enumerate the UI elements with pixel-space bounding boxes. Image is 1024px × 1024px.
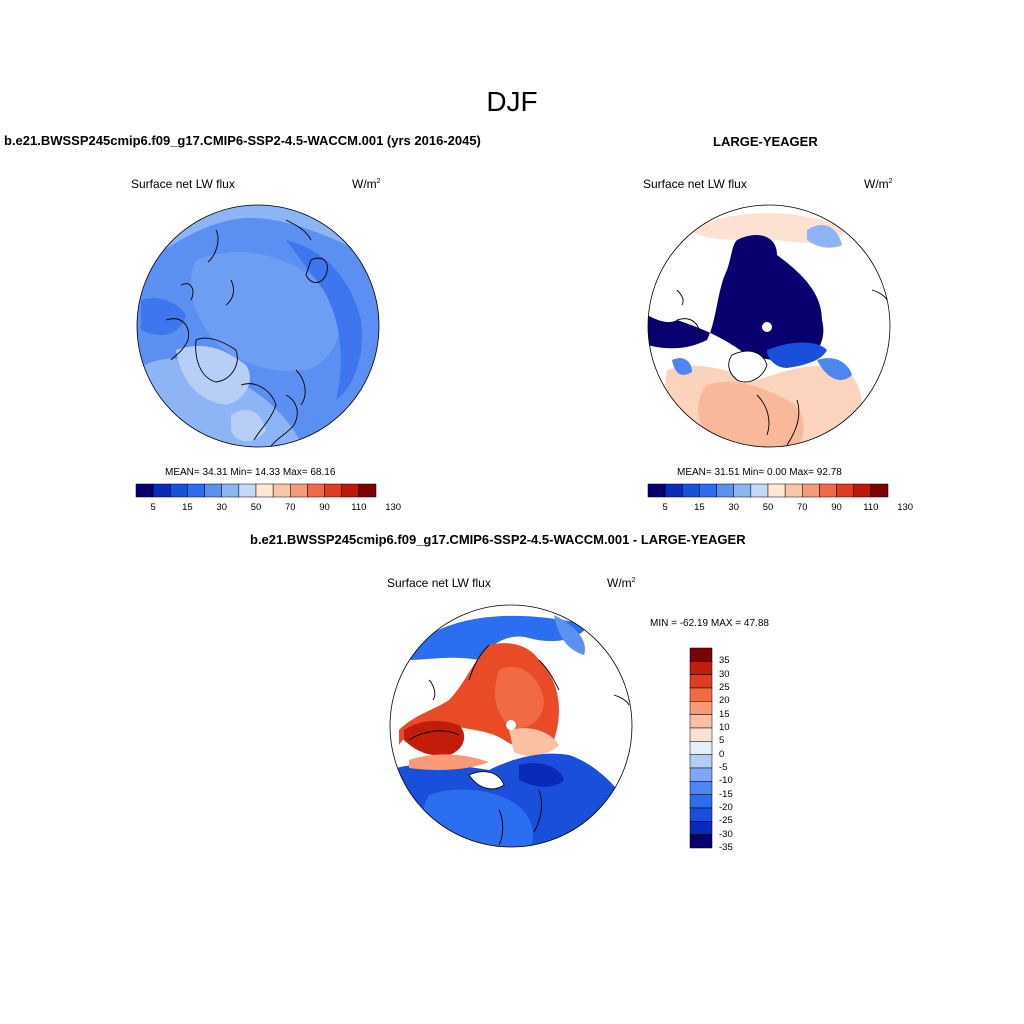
colorbar-swatch xyxy=(664,483,683,498)
colorbar-tick-label: 90 xyxy=(831,502,842,513)
colorbar-swatch xyxy=(689,834,713,849)
colorbar-tick-label: 5 xyxy=(662,502,668,513)
colorbar-swatch xyxy=(689,714,713,729)
colorbar-swatch xyxy=(255,483,274,498)
colorbar-tick-label: 35 xyxy=(719,655,730,667)
panel3-units: W/m2 xyxy=(607,576,636,590)
panel3-colorbar xyxy=(689,647,713,849)
colorbar-swatch xyxy=(689,767,713,782)
colorbar-swatch xyxy=(358,483,377,498)
colorbar-tick-label: 0 xyxy=(719,748,725,760)
colorbar-swatch xyxy=(853,483,872,498)
panel1-polar-map xyxy=(136,204,380,448)
panel2-units: W/m2 xyxy=(864,177,893,191)
colorbar-tick-label: 30 xyxy=(216,502,227,513)
colorbar-swatch xyxy=(819,483,837,498)
colorbar-swatch xyxy=(221,483,240,498)
season-title: DJF xyxy=(486,86,538,117)
colorbar-tick-label: -30 xyxy=(719,828,733,840)
colorbar-swatch xyxy=(152,483,171,498)
colorbar-tick-label: 5 xyxy=(719,735,725,747)
colorbar-swatch xyxy=(767,483,786,498)
colorbar-tick-label: 30 xyxy=(728,502,739,513)
panel2-colorbar-ticks: 5 15 30 50 70 90 110 130 xyxy=(648,501,913,515)
panel1-colorbar xyxy=(135,483,377,498)
colorbar-tick-label: 90 xyxy=(319,502,330,513)
colorbar-swatch xyxy=(324,483,342,498)
colorbar-swatch xyxy=(784,483,803,498)
colorbar-swatch xyxy=(682,483,700,498)
colorbar-swatch xyxy=(204,483,222,498)
colorbar-tick-label: 30 xyxy=(719,668,730,680)
colorbar-swatch xyxy=(272,483,291,498)
colorbar-swatch xyxy=(647,483,666,498)
colorbar-swatch xyxy=(341,483,360,498)
colorbar-swatch xyxy=(870,483,889,498)
colorbar-tick-label: 130 xyxy=(385,502,402,513)
panel2-polar-map xyxy=(647,204,891,448)
panel3-title: b.e21.BWSSP245cmip6.f09_g17.CMIP6-SSP2-4… xyxy=(250,532,746,547)
panel1-variable-label: Surface net LW flux xyxy=(131,177,235,191)
panel1-units: W/m2 xyxy=(352,177,381,191)
panel2-title: LARGE-YEAGER xyxy=(713,134,818,149)
colorbar-tick-label: 70 xyxy=(796,502,808,513)
colorbar-swatch xyxy=(689,794,713,809)
panel3-variable-label: Surface net LW flux xyxy=(387,576,491,590)
colorbar-swatch xyxy=(836,483,854,498)
colorbar-swatch xyxy=(689,674,713,689)
colorbar-tick-label: 15 xyxy=(719,708,730,720)
panel2-stats: MEAN= 31.51 Min= 0.00 Max= 92.78 xyxy=(677,467,842,478)
colorbar-swatch xyxy=(689,741,713,755)
colorbar-tick-label: 110 xyxy=(863,502,879,513)
colorbar-tick-label: -20 xyxy=(719,802,733,813)
panel3-polar-map xyxy=(389,604,633,848)
colorbar-tick-label: -5 xyxy=(719,762,728,773)
colorbar-swatch xyxy=(307,483,325,498)
colorbar-swatch xyxy=(689,661,713,675)
panel1-colorbar-ticks: 5 15 30 50 70 90 110 130 xyxy=(136,501,401,515)
colorbar-swatch xyxy=(290,483,308,498)
colorbar-swatch xyxy=(750,483,769,498)
colorbar-tick-label: -35 xyxy=(719,842,733,853)
colorbar-tick-label: 20 xyxy=(719,695,730,707)
panel3-colorbar-ticks: 35 30 25 20 15 10 5 0 -5 -10 -15 -20 -25 -30 -35 xyxy=(719,648,759,853)
colorbar-tick-label: 25 xyxy=(719,682,730,693)
colorbar-swatch xyxy=(170,483,188,498)
colorbar-tick-label: 15 xyxy=(182,502,193,513)
colorbar-tick-label: 10 xyxy=(719,722,730,733)
panel1-title: b.e21.BWSSP245cmip6.f09_g17.CMIP6-SSP2-4… xyxy=(4,133,481,148)
colorbar-swatch xyxy=(689,821,713,835)
panel2-variable-label: Surface net LW flux xyxy=(643,177,747,191)
colorbar-tick-label: 110 xyxy=(351,502,367,513)
colorbar-swatch xyxy=(689,754,713,769)
colorbar-swatch xyxy=(716,483,734,498)
colorbar-tick-label: 5 xyxy=(150,502,156,513)
colorbar-swatch xyxy=(689,647,713,662)
colorbar-swatch xyxy=(689,701,713,715)
colorbar-tick-label: -15 xyxy=(719,788,733,800)
colorbar-swatch xyxy=(733,483,752,498)
colorbar-swatch xyxy=(689,687,713,702)
colorbar-tick-label: 130 xyxy=(897,502,914,513)
colorbar-tick-label: -10 xyxy=(719,775,733,787)
colorbar-swatch xyxy=(238,483,257,498)
colorbar-tick-label: -25 xyxy=(719,815,733,827)
colorbar-swatch xyxy=(802,483,820,498)
colorbar-tick-label: 50 xyxy=(250,502,262,513)
panel3-stats: MIN = -62.19 MAX = 47.88 xyxy=(650,618,769,629)
panel2-colorbar xyxy=(647,483,889,498)
colorbar-swatch xyxy=(135,483,154,498)
colorbar-swatch xyxy=(187,483,205,498)
colorbar-swatch xyxy=(689,807,713,822)
colorbar-tick-label: 50 xyxy=(762,502,774,513)
colorbar-swatch xyxy=(689,727,713,742)
colorbar-swatch xyxy=(689,781,713,795)
colorbar-swatch xyxy=(699,483,717,498)
panel1-stats: MEAN= 34.31 Min= 14.33 Max= 68.16 xyxy=(165,467,336,478)
colorbar-tick-label: 70 xyxy=(284,502,296,513)
colorbar-tick-label: 15 xyxy=(694,502,705,513)
